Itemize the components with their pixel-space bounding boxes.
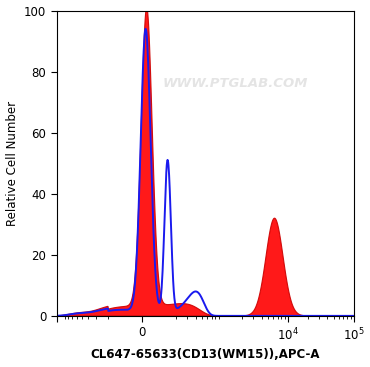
X-axis label: CL647-65633(CD13(WM15)),APC-A: CL647-65633(CD13(WM15)),APC-A <box>91 348 320 361</box>
Polygon shape <box>57 8 354 316</box>
Text: WWW.PTGLAB.COM: WWW.PTGLAB.COM <box>162 77 307 90</box>
Y-axis label: Relative Cell Number: Relative Cell Number <box>6 101 18 226</box>
